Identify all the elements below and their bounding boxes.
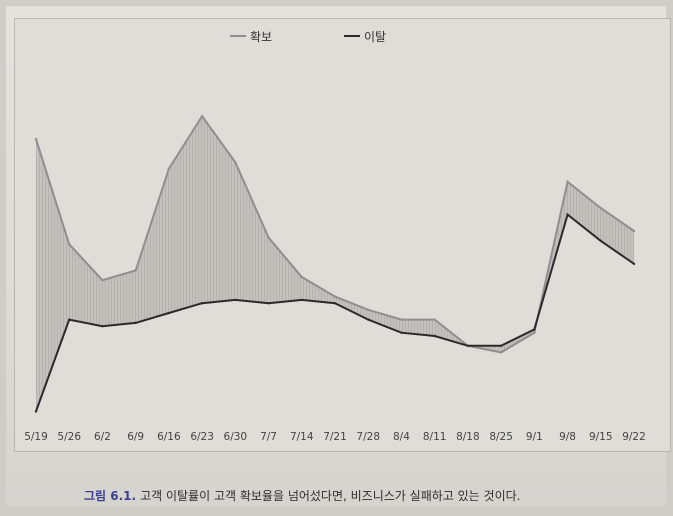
x-tick-label: 6/30 [224,431,248,443]
data-point-acquisition [632,229,636,233]
data-point-churn [200,302,204,305]
data-point-churn [632,262,636,266]
data-point-churn [234,298,237,302]
data-point-acquisition [499,351,503,354]
legend-label-churn: 이탈 [364,30,386,44]
data-point-acquisition [68,242,71,246]
data-point-acquisition [599,206,602,210]
x-tick-label: 8/25 [489,431,513,443]
x-tick-label: 7/28 [356,431,380,443]
x-tick-label: 9/15 [589,431,613,443]
data-point-churn [599,239,602,243]
x-tick-label: 6/2 [94,431,111,443]
data-point-acquisition [267,236,270,239]
data-point-acquisition [200,115,204,118]
data-point-acquisition [101,279,104,282]
book-page: 확보 이탈 5/19 5/26 6/2 6/9 6/16 6/23 6/30 7/7 7/14 7… [6,6,671,506]
data-point-churn [68,318,71,321]
data-point-churn [367,318,370,321]
data-point-churn [333,302,337,305]
data-point-acquisition [566,180,569,184]
data-point-acquisition [433,318,436,321]
data-point-churn [300,298,303,302]
data-point-acquisition [34,138,38,141]
x-tick-label: 7/7 [260,431,277,443]
x-tick-label: 7/21 [323,431,347,443]
data-point-churn [466,344,470,348]
legend-label-acquisition: 확보 [250,30,272,44]
legend: 확보 이탈 [230,30,386,44]
x-tick-label: 9/8 [559,431,576,443]
data-point-churn [134,321,137,325]
data-point-churn [101,324,104,328]
data-point-acquisition [167,167,171,170]
data-point-acquisition [234,160,237,164]
figure-caption: 그림 6.1. 고객 이탈률이 고객 확보율을 넘어섰다면, 비즈니스가 실패하고… [84,487,520,504]
data-point-acquisition [367,308,370,311]
data-point-churn [34,410,38,413]
x-tick-label: 7/14 [290,431,314,443]
acquisition-churn-chart: 확보 이탈 5/19 5/26 6/2 6/9 6/16 6/23 6/30 7/7 7/14 7… [24,30,646,443]
x-axis-ticks: 5/19 5/26 6/2 6/9 6/16 6/23 6/30 7/7 7/14 7/21 7/2… [24,431,646,443]
x-tick-label: 9/22 [622,431,646,443]
data-point-churn [566,213,569,216]
data-point-churn [533,328,536,331]
x-tick-label: 5/26 [57,431,81,443]
caption-text: 고객 이탈률이 고객 확보율을 넘어섰다면, 비즈니스가 실패하고 있는 것이다… [140,489,521,503]
data-point-acquisition [333,295,337,298]
data-point-acquisition [400,318,403,321]
x-tick-label: 6/23 [190,431,214,443]
x-tick-label: 9/1 [526,431,543,443]
data-point-acquisition [134,269,137,272]
data-point-acquisition [300,275,303,279]
x-tick-label: 8/18 [456,431,480,443]
x-tick-label: 6/9 [127,431,144,443]
x-tick-label: 5/19 [24,431,48,443]
plot-area [34,114,636,413]
x-tick-label: 8/11 [423,431,447,443]
gap-fill-area [36,116,634,412]
x-tick-label: 6/16 [157,431,181,443]
data-point-churn [400,331,403,334]
data-point-churn [167,311,171,315]
figure-label: 그림 6.1. [84,489,137,503]
data-point-churn [267,302,270,305]
data-point-acquisition [533,331,536,334]
data-point-churn [499,344,503,348]
x-tick-label: 8/4 [393,431,410,443]
data-point-churn [433,334,436,338]
